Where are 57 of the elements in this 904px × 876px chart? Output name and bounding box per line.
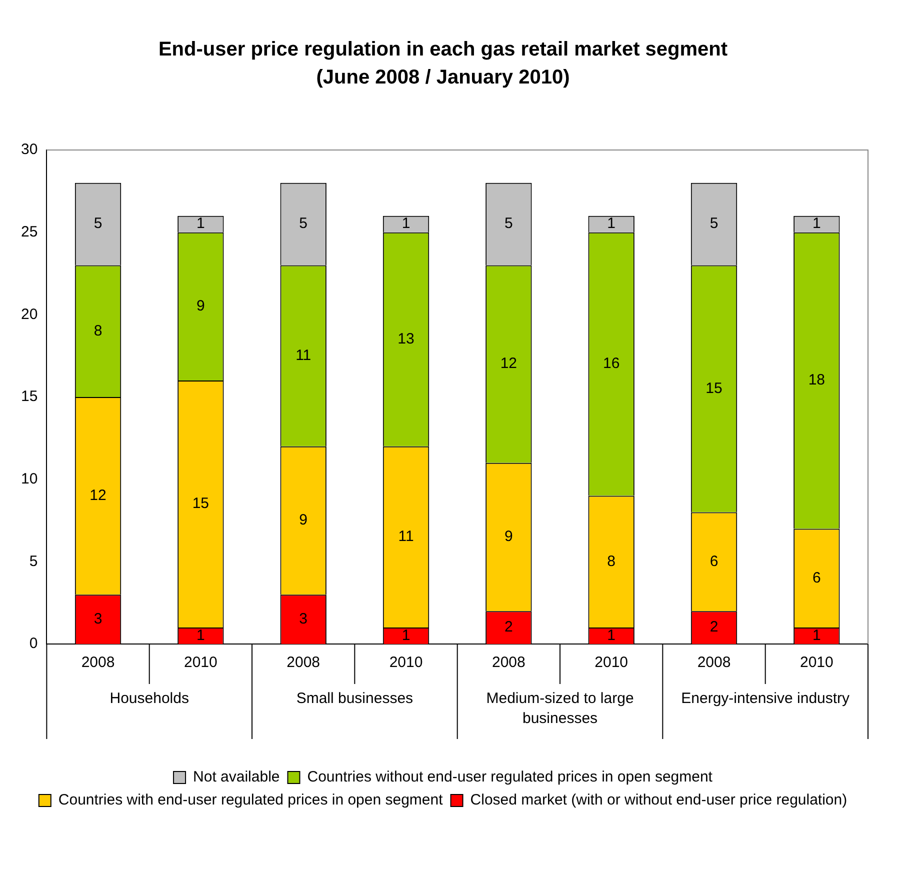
data-label: 11 [398,528,414,546]
data-label: 2 [710,618,718,636]
y-tick-label: 20 [20,306,38,323]
data-label: 6 [710,552,718,570]
legend-label: Countries with end-user regulated prices in open segment [58,792,444,809]
legend-label: Closed market (with or without end-user price regulation) [470,792,848,809]
data-label: 8 [94,322,102,340]
y-tick-label: 5 [29,552,38,570]
y-tick-label: 15 [20,388,38,406]
data-label: 6 [812,569,821,586]
x-tick-label: 2010 [184,654,218,672]
text: Small businesses [296,690,414,708]
data-label: 5 [299,215,308,232]
data-label: 1 [607,215,616,232]
x-tick-label: 2008 [81,654,115,672]
text: Medium-sized to large businesses [486,690,634,728]
data-label: 3 [94,610,102,628]
legend-label: Countries without end-user regulated prices in open segment [307,768,714,786]
x-tick-label: 2008 [492,654,526,672]
y-tick-label: 10 [20,470,38,488]
data-label: 1 [607,626,616,644]
data-label: 16 [602,355,620,372]
y-tick-label: 25 [20,223,38,240]
data-label: 1 [196,626,205,644]
data-label: 13 [398,330,414,348]
data-label: 1 [812,215,821,232]
text: Households [110,690,189,708]
x-tick-label: 2010 [800,654,834,672]
data-label: 2 [504,618,513,636]
data-label: 5 [710,215,718,232]
data-label: 9 [196,298,205,315]
data-label: 9 [504,528,513,546]
data-label: 1 [196,215,205,232]
data-label: 12 [90,486,106,504]
data-label: 18 [808,372,826,389]
data-label: 9 [299,512,308,529]
data-label: 1 [402,215,410,232]
legend-label: Not available [193,768,280,786]
data-label: 15 [706,380,722,397]
data-label: 1 [812,626,821,644]
chart-subtitle: (June 2008 / January 2010) [316,66,570,89]
y-tick-label: 30 [20,141,38,158]
x-tick-label: 2010 [594,654,628,672]
data-label: 11 [296,346,312,364]
data-label: 3 [299,610,308,628]
x-tick-label: 2010 [389,654,423,672]
x-tick-label: 2008 [286,654,320,672]
data-label: 1 [402,626,410,644]
data-label: 15 [192,495,210,512]
y-tick-label: 0 [29,635,38,652]
x-tick-label: 2008 [697,654,731,672]
data-label: 12 [500,355,518,372]
data-label: 5 [94,215,102,232]
text: Energy-intensive industry [681,690,850,708]
data-label: 5 [504,215,513,232]
chart-title: End-user price regulation in each gas retail market segment [158,38,728,61]
data-label: 8 [607,552,616,570]
